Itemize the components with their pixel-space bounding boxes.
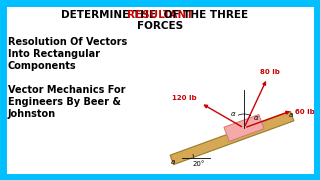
- Text: Johnston: Johnston: [8, 109, 56, 119]
- Text: 20°: 20°: [192, 161, 205, 167]
- Text: Components: Components: [8, 61, 76, 71]
- Text: FORCES: FORCES: [137, 21, 183, 31]
- Text: 80 lb: 80 lb: [260, 69, 280, 75]
- Polygon shape: [224, 114, 264, 141]
- Text: Into Rectangular: Into Rectangular: [8, 49, 100, 59]
- Text: α: α: [254, 115, 258, 121]
- Text: Engineers By Beer &: Engineers By Beer &: [8, 97, 121, 107]
- Text: DETERMINE THE: DETERMINE THE: [61, 10, 160, 20]
- Text: Resolution Of Vectors: Resolution Of Vectors: [8, 37, 127, 47]
- Text: a: a: [170, 159, 175, 165]
- Polygon shape: [170, 111, 294, 165]
- Text: Vector Mechanics For: Vector Mechanics For: [8, 85, 125, 95]
- Text: 120 lb: 120 lb: [172, 95, 197, 101]
- Text: 60 lb: 60 lb: [295, 109, 315, 115]
- Text: RESULTANT: RESULTANT: [127, 10, 193, 20]
- Text: α: α: [231, 111, 235, 117]
- Text: OF THE THREE: OF THE THREE: [160, 10, 248, 20]
- Text: a: a: [288, 112, 292, 118]
